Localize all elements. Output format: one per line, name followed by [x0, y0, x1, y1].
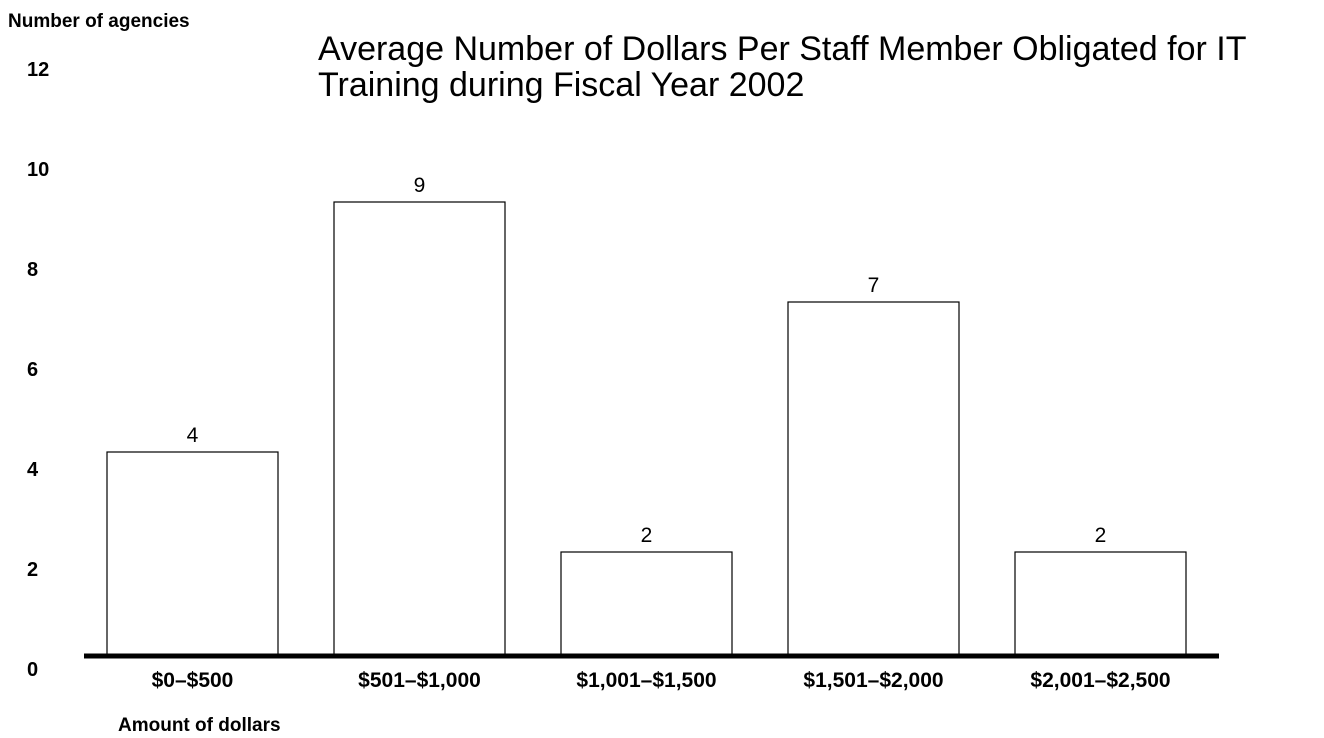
bar-value-label: 9	[414, 174, 426, 197]
y-tick-label: 6	[27, 359, 38, 381]
y-tick-label: 10	[27, 159, 49, 181]
y-axis-ticks: 0 2 4 6 8 10 12	[27, 59, 49, 681]
bar-value-label: 2	[1095, 524, 1107, 547]
y-tick-label: 0	[27, 659, 38, 681]
bar	[106, 451, 279, 657]
bar-value-label: 2	[641, 524, 653, 547]
y-tick-label: 4	[27, 459, 39, 481]
bar	[560, 551, 733, 657]
y-axis-label: Number of agencies	[8, 11, 190, 32]
bar	[1014, 551, 1187, 657]
data-labels: 4 9 2 7 2	[187, 174, 1107, 547]
x-category-label: $0–$500	[152, 669, 234, 692]
bar	[333, 201, 506, 657]
y-tick-label: 12	[27, 59, 49, 81]
x-category-label: $2,001–$2,500	[1030, 669, 1170, 692]
bar-value-label: 7	[868, 274, 880, 297]
x-axis-label: Amount of dollars	[118, 715, 281, 736]
y-tick-label: 8	[27, 259, 38, 281]
y-tick-label: 2	[27, 559, 38, 581]
x-category-label: $1,001–$1,500	[576, 669, 716, 692]
chart-title-line-2: Training during Fiscal Year 2002	[318, 66, 804, 104]
bar-value-label: 4	[187, 424, 199, 447]
x-category-label: $1,501–$2,000	[803, 669, 943, 692]
chart-title-line-1: Average Number of Dollars Per Staff Memb…	[318, 30, 1246, 68]
x-axis-categories: $0–$500 $501–$1,000 $1,001–$1,500 $1,501–$2…	[152, 669, 1171, 692]
x-category-label: $501–$1,000	[358, 669, 481, 692]
bars	[106, 201, 1187, 657]
bar	[787, 301, 960, 657]
